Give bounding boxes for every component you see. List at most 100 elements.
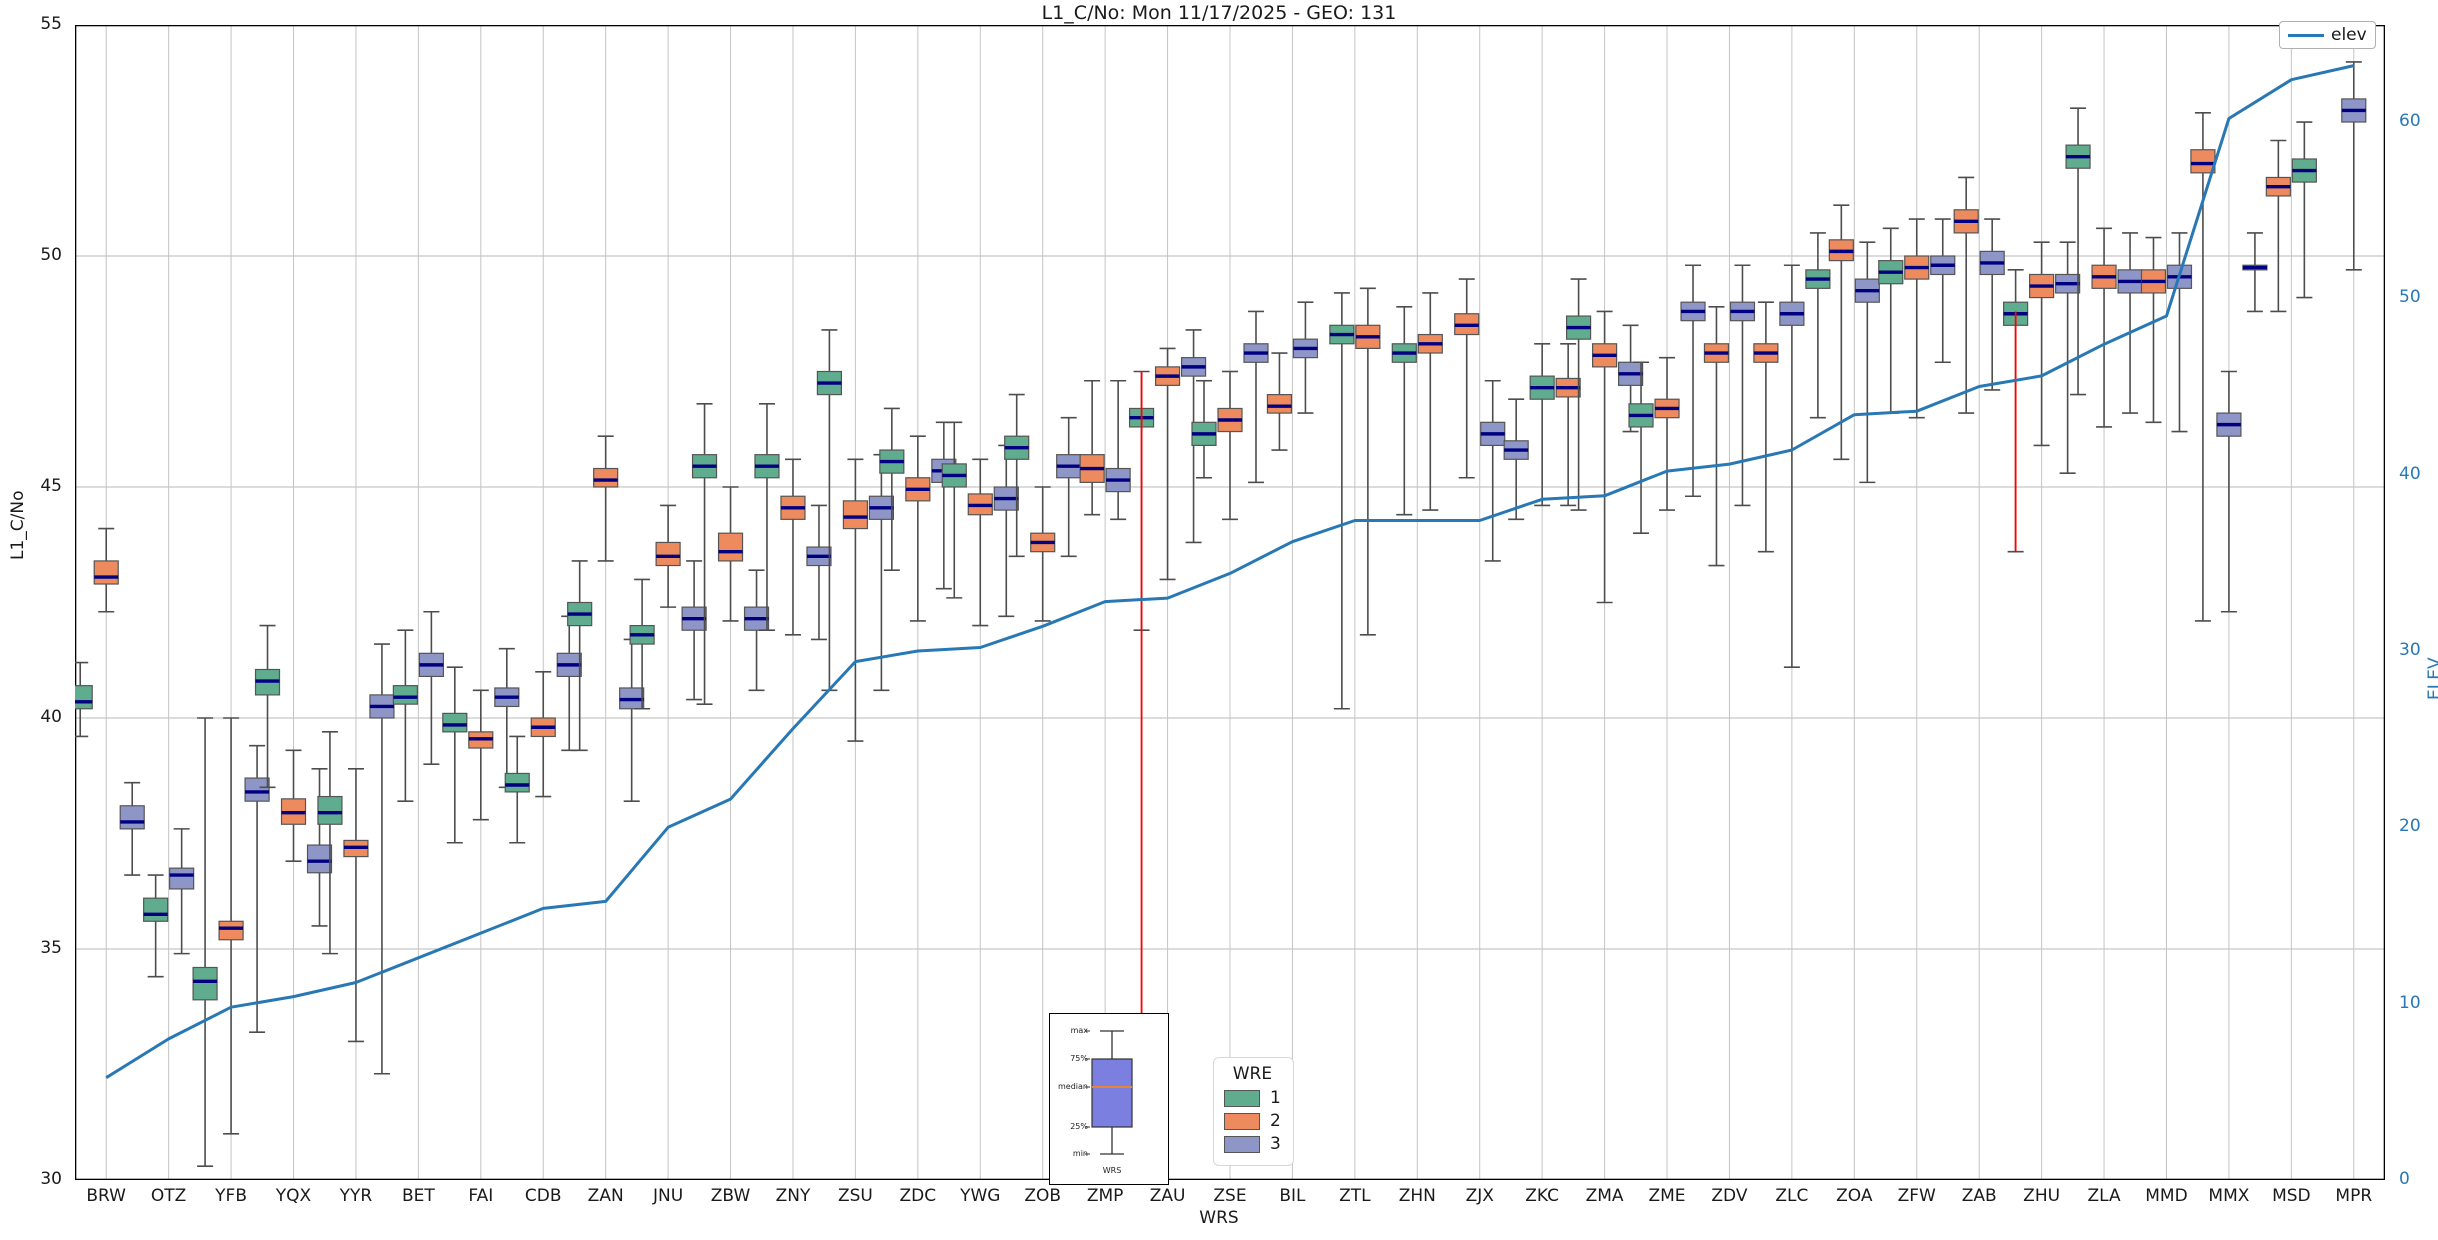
boxplot-YWG-wre3: [993, 444, 1019, 618]
box-body: [75, 685, 93, 710]
box-body: [306, 844, 333, 874]
elev-legend[interactable]: elev: [2279, 21, 2376, 49]
x-tick-label-ZAN: ZAN: [587, 1186, 624, 1206]
box-body: [192, 966, 218, 1001]
y-tick-label: 55: [40, 14, 62, 34]
y2-axis-label: ELEV: [2425, 657, 2438, 700]
boxplot-ZNY-wre3: [806, 504, 832, 641]
boxplot-guide-label-25pct: 25%: [1070, 1122, 1088, 1131]
boxplot-MMD-wre2: [2140, 236, 2167, 424]
x-tick-label-ZAB: ZAB: [1961, 1186, 1997, 1206]
boxplot-ZTL-wre2: [1355, 287, 1381, 636]
boxplot-guide: max 75% median 25% min WRS: [1049, 1013, 1169, 1185]
boxplot-YYR-wre2: [343, 768, 369, 1043]
x-tick-label-ZSU: ZSU: [837, 1186, 873, 1206]
boxplot-ZBW-wre3: [743, 569, 770, 692]
boxplot-ZFW-wre3: [1930, 218, 1956, 364]
x-tick-label-ZME: ZME: [1648, 1186, 1686, 1206]
wre-legend[interactable]: WRE 1 2 3: [1213, 1057, 1294, 1166]
boxplot-MMX-wre2: [2190, 111, 2216, 622]
wre-legend-item-1[interactable]: 1: [1224, 1088, 1281, 1108]
boxplot-ZAU-wre2: [1154, 347, 1181, 581]
boxplot-ZDV-wre2: [1703, 306, 1730, 567]
boxplot-ZFW-wre2: [1904, 218, 1930, 419]
boxplot-YWG-wre1: [941, 421, 967, 599]
boxplot-OTZ-wre3: [169, 828, 195, 955]
x-tick-label-ZLC: ZLC: [1775, 1186, 1809, 1206]
boxplot-ZDC-wre1: [879, 407, 905, 571]
wre-legend-label: 3: [1270, 1134, 1281, 1154]
boxplot-ZLA-wre3: [2117, 232, 2143, 414]
boxplot-ZHU-wre3: [2055, 241, 2081, 474]
x-tick-label-ZMA: ZMA: [1585, 1186, 1624, 1206]
x-tick-label-ZAU: ZAU: [1149, 1186, 1186, 1206]
x-tick-label-ZFW: ZFW: [1897, 1186, 1936, 1206]
chart-title: L1_C/No: Mon 11/17/2025 - GEO: 131: [1041, 2, 1397, 24]
wre-legend-item-3[interactable]: 3: [1224, 1134, 1281, 1154]
boxplot-CDB-wre2: [530, 670, 556, 798]
boxplot-YQX-wre2: [280, 749, 307, 863]
boxplot-MPR-wre3: [2341, 61, 2367, 271]
boxplot-ZBW-wre2: [717, 486, 744, 622]
chart-canvas: [75, 25, 2385, 1180]
boxplot-OTZ-wre1: [143, 874, 169, 978]
boxplot-ZME-wre1: [1628, 361, 1654, 535]
x-tick-label-BIL: BIL: [1279, 1186, 1306, 1206]
boxplot-BIL-wre2: [1266, 352, 1293, 451]
y-tick-label: 45: [40, 476, 62, 496]
boxplot-ZOB-wre2: [1030, 486, 1056, 622]
x-tick-label-BRW: BRW: [86, 1186, 126, 1206]
boxplot-ZHU-wre2: [2029, 241, 2055, 447]
boxplot-ZAN-wre1: [567, 560, 593, 752]
boxplot-ZNY-wre1: [754, 403, 780, 632]
x-tick-label-YQX: YQX: [275, 1186, 312, 1206]
y2-tick-label: 20: [2399, 816, 2421, 837]
wre-legend-swatch: [1224, 1135, 1260, 1153]
boxplot-CDB-wre1: [504, 735, 530, 844]
y-tick-label: 35: [40, 938, 62, 958]
boxplot-ZSE-wre1: [1191, 379, 1217, 479]
box-body: [244, 777, 270, 802]
boxplot-ZSE-wre3: [1243, 310, 1269, 484]
boxplot-MSD-wre2: [2265, 139, 2291, 313]
wre-legend-item-2[interactable]: 2: [1224, 1111, 1281, 1131]
x-tick-label-ZHN: ZHN: [1398, 1186, 1436, 1206]
boxplot-FAI-wre2: [468, 689, 494, 821]
boxplot-ZMA-wre1: [1565, 278, 1592, 511]
boxplot-BRW-wre1: [75, 661, 93, 738]
x-axis-label: WRS: [1199, 1208, 1239, 1228]
x-tick-label-ZOB: ZOB: [1024, 1186, 1062, 1206]
boxplot-BRW-wre3: [119, 781, 145, 876]
boxplot-guide-canvas: [1085, 1030, 1133, 1155]
y2-tick-label: 60: [2399, 110, 2421, 131]
y-tick-label: 50: [40, 245, 62, 265]
wre-legend-label: 1: [1270, 1088, 1281, 1108]
y-tick-label: 40: [40, 707, 62, 727]
boxplot-ZAB-wre2: [1953, 176, 1979, 414]
x-tick-label-BET: BET: [401, 1186, 435, 1206]
x-tick-label-ZMP: ZMP: [1086, 1186, 1124, 1206]
boxplot-ZLA-wre1: [2065, 107, 2091, 396]
x-tick-label-ZTL: ZTL: [1339, 1186, 1371, 1206]
box-body: [392, 685, 418, 705]
boxplot-ZOA-wre2: [1828, 204, 1854, 461]
y-axis-label: L1_C/No: [8, 490, 28, 560]
box-body: [317, 795, 343, 825]
x-tick-label-ZJX: ZJX: [1465, 1186, 1494, 1206]
boxplot-ZHN-wre2: [1417, 292, 1443, 511]
boxplot-guide-label-75pct: 75%: [1070, 1054, 1088, 1063]
x-tick-label-YWG: YWG: [960, 1186, 1001, 1206]
x-tick-label-FAI: FAI: [468, 1186, 494, 1206]
boxplot-ZFW-wre1: [1878, 227, 1904, 414]
boxplot-guide-label-max: max: [1070, 1026, 1088, 1035]
x-tick-label-OTZ: OTZ: [150, 1186, 187, 1206]
box-body: [119, 805, 145, 830]
box-body: [143, 897, 169, 922]
boxplot-ZLA-wre2: [2091, 227, 2117, 428]
boxplot-ZHN-wre1: [1391, 306, 1417, 516]
y2-tick-label: 0: [2399, 1169, 2410, 1189]
boxplot-YYR-wre3: [369, 643, 395, 1075]
boxplot-MMX-wre1: [2242, 232, 2268, 313]
wre-legend-title: WRE: [1232, 1064, 1273, 1084]
x-tick-label-ZBW: ZBW: [710, 1186, 751, 1206]
